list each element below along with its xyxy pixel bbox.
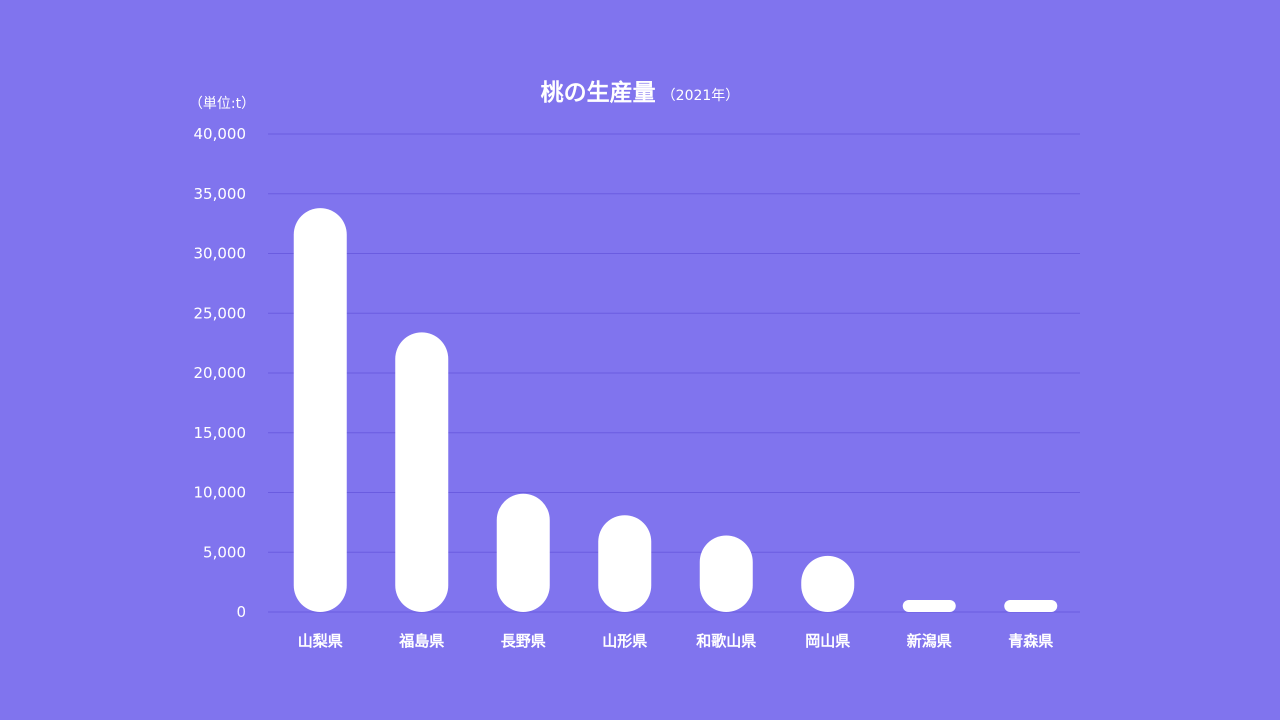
bar: [902, 600, 956, 612]
chart-title-main: 桃の生産量: [541, 79, 656, 106]
y-tick-label: 0: [236, 603, 246, 621]
y-tick-label: 30,000: [194, 245, 247, 263]
y-tick-label: 25,000: [194, 304, 247, 322]
bar: [801, 555, 855, 612]
gridlines: [268, 133, 1080, 613]
y-tick-label: 15,000: [194, 424, 247, 442]
y-axis-ticks: 0 5,000 10,000 15,000 20,000 25,000 30,000 35,0…: [194, 125, 247, 621]
bar: [598, 515, 652, 612]
bar: [699, 535, 753, 612]
x-axis-ticks: 山梨県 福島県 長野県 山形県 和歌山県 岡山県 新潟県 青森県: [298, 632, 1054, 650]
unit-label: （単位:t）: [189, 96, 255, 112]
x-tick-label: 新潟県: [907, 632, 952, 650]
chart-subtitle: （2021年）: [662, 88, 740, 104]
y-tick-label: 40,000: [194, 125, 247, 143]
x-tick-label: 長野県: [501, 632, 546, 650]
chart-title: 桃の生産量 （2021年）: [541, 79, 740, 106]
bar: [496, 493, 550, 612]
bar: [1004, 600, 1058, 612]
bars: [293, 208, 1058, 612]
x-tick-label: 岡山県: [805, 632, 850, 650]
y-tick-label: 10,000: [194, 484, 247, 502]
bar: [293, 208, 347, 612]
y-tick-label: 35,000: [194, 185, 247, 203]
x-tick-label: 山梨県: [298, 632, 343, 650]
x-tick-label: 山形県: [602, 632, 647, 650]
y-tick-label: 20,000: [194, 364, 247, 382]
x-tick-label: 青森県: [1008, 632, 1053, 650]
bar: [395, 332, 449, 612]
y-tick-label: 5,000: [203, 543, 246, 561]
x-tick-label: 福島県: [398, 632, 444, 650]
x-tick-label: 和歌山県: [696, 632, 756, 650]
